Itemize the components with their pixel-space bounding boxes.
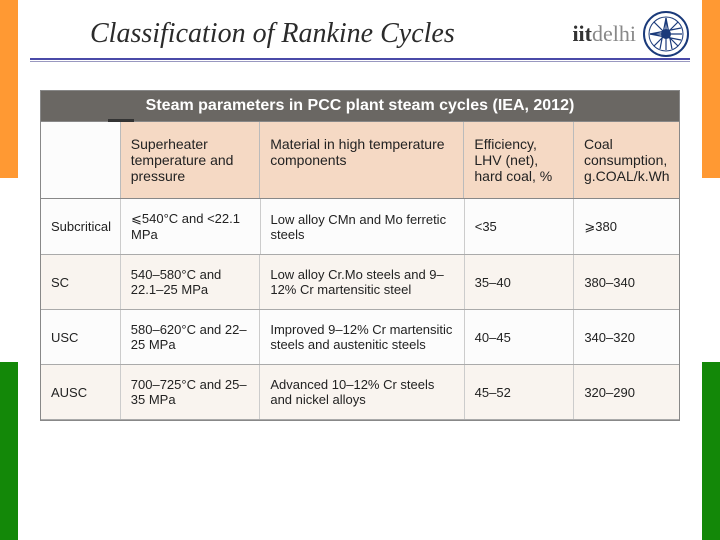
col-header-1: Superheater temperature and pressure: [121, 122, 260, 198]
iit-seal-icon: [642, 10, 690, 58]
table-cell: Improved 9–12% Cr martensitic steels and…: [260, 310, 464, 364]
table-cell: 540–580°C and 22.1–25 MPa: [121, 255, 261, 309]
table-body: Subcritical⩽540°C and <22.1 MPaLow alloy…: [41, 199, 679, 420]
page-title: Classification of Rankine Cycles: [90, 18, 455, 50]
table-cell: 580–620°C and 22–25 MPa: [121, 310, 261, 364]
table-cell: 320–290: [574, 365, 679, 419]
table-caption: Steam parameters in PCC plant steam cycl…: [41, 91, 679, 122]
table-header-row: Superheater temperature and pressure Mat…: [41, 122, 679, 199]
table-cell: 340–320: [574, 310, 679, 364]
table-cell: 35–40: [465, 255, 575, 309]
table-row: SC540–580°C and 22.1–25 MPaLow alloy Cr.…: [41, 255, 679, 310]
table-cell: 40–45: [465, 310, 575, 364]
table-cell: Low alloy Cr.Mo steels and 9–12% Cr mart…: [260, 255, 464, 309]
decorative-mark: [108, 119, 134, 122]
col-header-4: Coal consumption, g.COAL/k.Wh: [574, 122, 679, 198]
steam-parameters-table: Steam parameters in PCC plant steam cycl…: [40, 90, 680, 421]
table-cell: AUSC: [41, 365, 121, 419]
table-cell: 45–52: [465, 365, 575, 419]
table-cell: Advanced 10–12% Cr steels and nickel all…: [260, 365, 464, 419]
table-row: AUSC700–725°C and 25–35 MPaAdvanced 10–1…: [41, 365, 679, 420]
table-row: USC580–620°C and 22–25 MPaImproved 9–12%…: [41, 310, 679, 365]
logo-group: iitdelhi: [572, 10, 690, 58]
header-divider: [30, 58, 690, 60]
table-cell: Low alloy CMn and Mo ferretic steels: [261, 199, 465, 254]
col-header-0: [41, 122, 121, 198]
table-cell: <35: [465, 199, 575, 254]
table-cell: 380–340: [574, 255, 679, 309]
table-cell: ⩽540°C and <22.1 MPa: [121, 199, 261, 254]
table-cell: Subcritical: [41, 199, 121, 254]
table-cell: USC: [41, 310, 121, 364]
table-cell: SC: [41, 255, 121, 309]
flag-stripe-left: [0, 0, 18, 540]
flag-stripe-right: [702, 0, 720, 540]
iit-logo-text: iitdelhi: [572, 21, 636, 47]
table-cell: 700–725°C and 25–35 MPa: [121, 365, 261, 419]
header-sub-divider: [30, 61, 690, 62]
table-row: Subcritical⩽540°C and <22.1 MPaLow alloy…: [41, 199, 679, 255]
col-header-3: Efficiency, LHV (net), hard coal, %: [464, 122, 574, 198]
table-cell: ⩾380: [574, 199, 679, 254]
col-header-2: Material in high temperature components: [260, 122, 464, 198]
